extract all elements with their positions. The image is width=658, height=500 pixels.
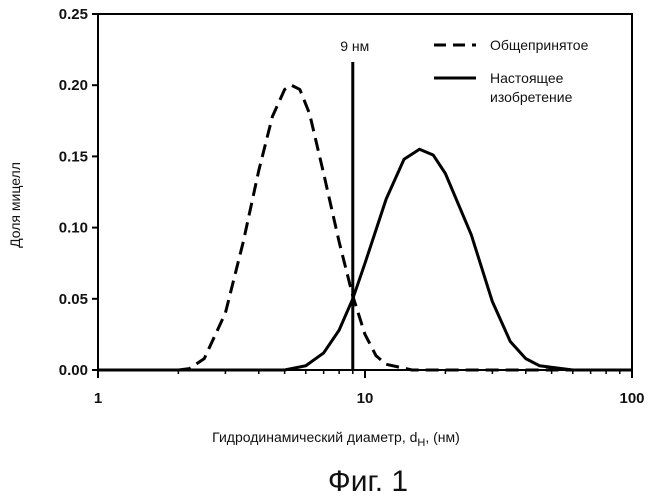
y-axis-label: Доля мицелл <box>7 162 23 248</box>
series-line-1 <box>98 83 632 372</box>
y-tick-label: 0.15 <box>59 148 88 165</box>
x-axis-label: Гидродинамический диаметр, dH, (нм) <box>212 429 460 449</box>
x-tick-label: 10 <box>357 390 374 407</box>
legend: Общепринятое Настоящее изобретение <box>434 37 589 105</box>
figure-caption: Фиг. 1 <box>328 465 408 498</box>
legend-label-series-2: Настоящее изобретение <box>490 70 573 105</box>
y-axis-ticks: 0.00 0.05 0.10 0.15 0.20 0.25 <box>59 6 98 379</box>
series-line-2 <box>98 147 632 372</box>
y-tick-label: 0.25 <box>59 6 88 23</box>
x-tick-label: 1 <box>94 390 102 407</box>
annotation-label: 9 нм <box>340 38 369 54</box>
x-axis-ticks: 1 10 100 <box>94 370 645 407</box>
legend-label-series-1: Общепринятое <box>490 37 589 53</box>
series-layer <box>98 83 632 372</box>
y-tick-label: 0.05 <box>59 291 88 308</box>
y-tick-label: 0.00 <box>59 362 88 379</box>
x-tick-label: 100 <box>619 390 644 407</box>
plot-frame <box>97 13 633 371</box>
y-tick-label: 0.10 <box>59 220 88 237</box>
annotation-layer: 9 нм <box>340 38 369 370</box>
y-tick-label: 0.20 <box>59 77 88 94</box>
